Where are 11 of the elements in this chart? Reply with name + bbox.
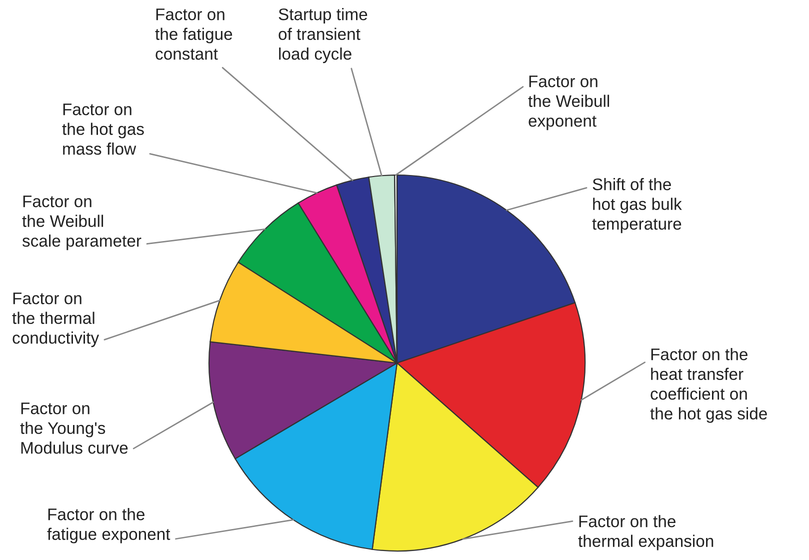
slice-label: Factor on the Young's Modulus curve xyxy=(20,402,128,454)
slice-label: Factor on the hot gas mass flow xyxy=(62,104,144,155)
slice-label: Factor on the Weibull exponent xyxy=(528,76,610,130)
slice-label: Startup time of transient load cycle xyxy=(278,8,368,64)
slice-label: Factor on the fatigue constant xyxy=(155,8,232,60)
slice-label: Factor on the fatigue exponent xyxy=(47,508,170,544)
slice-label: Shift of the hot gas bulk temperature xyxy=(592,178,682,234)
slice-label: Factor on the thermal conductivity xyxy=(12,292,100,348)
slice-label: Factor on the Weibull scale parameter xyxy=(22,196,142,250)
slice-label: Factor on the heat transfer coefficient on the hot gas side xyxy=(650,348,767,423)
slice-label: Factor on the thermal expansion xyxy=(578,515,714,550)
